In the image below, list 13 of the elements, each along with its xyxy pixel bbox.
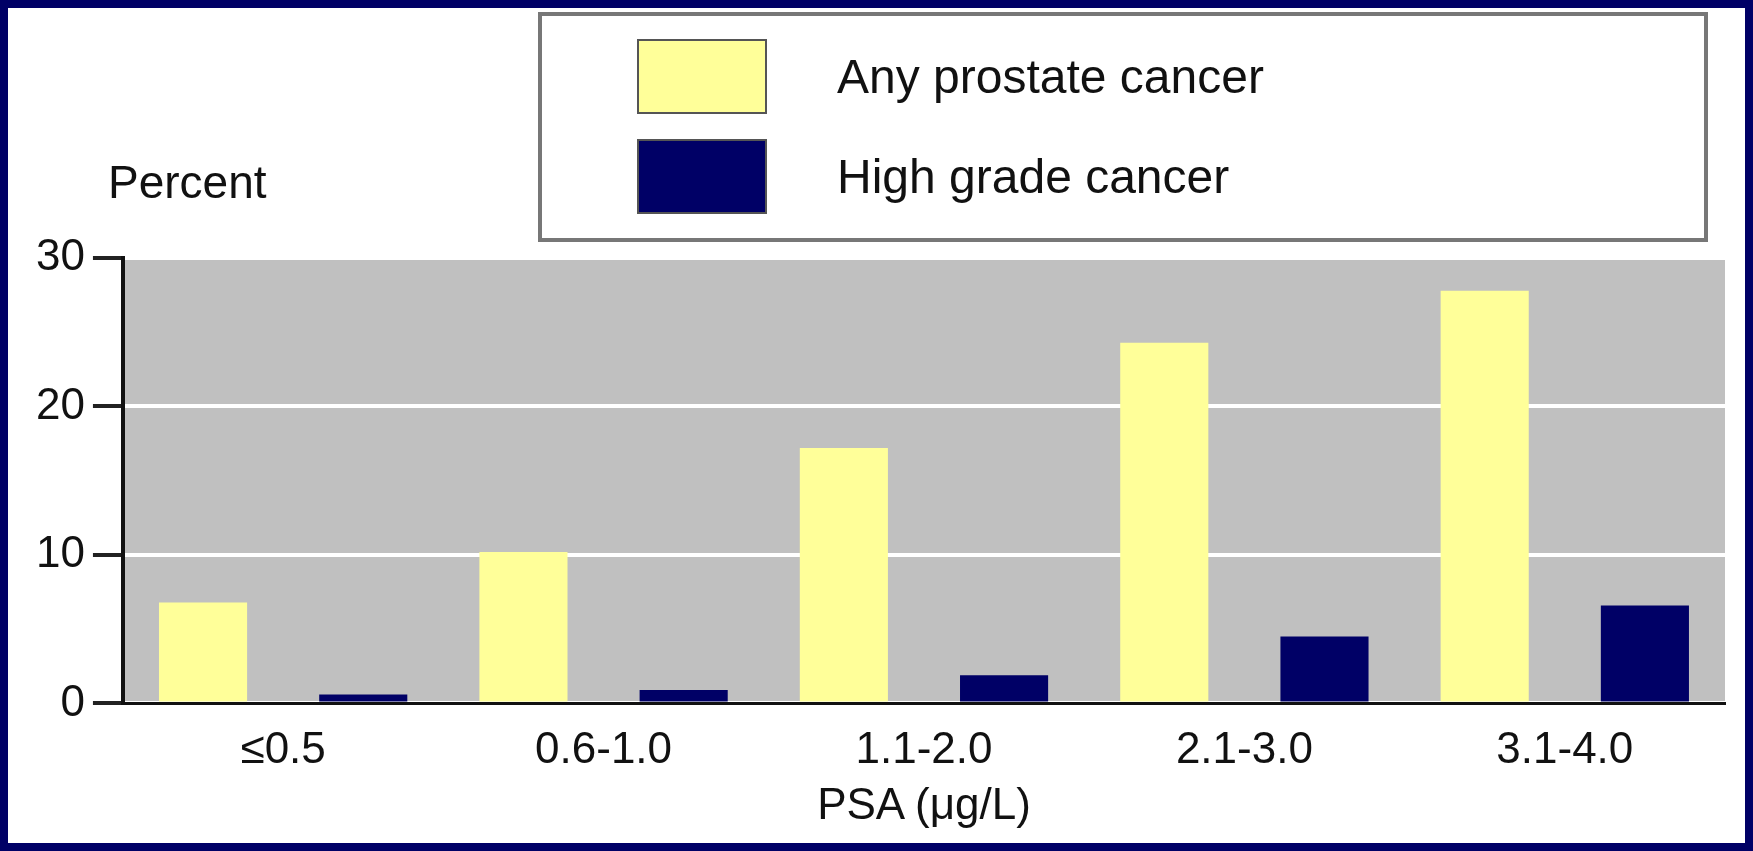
x-tick-label: 1.1-2.0 xyxy=(855,722,993,772)
y-axis-title: Percent xyxy=(108,155,267,208)
y-tick-label: 0 xyxy=(60,675,85,725)
legend-label: High grade cancer xyxy=(837,148,1230,204)
x-axis-title: PSA (μg/L) xyxy=(817,778,1031,828)
legend-label: Any prostate cancer xyxy=(837,48,1264,104)
y-tick-label: 30 xyxy=(35,230,85,280)
x-tick-label: 3.1-4.0 xyxy=(1496,722,1634,772)
x-tick-label: 2.1-3.0 xyxy=(1175,722,1313,772)
y-tick-label: 10 xyxy=(35,527,85,577)
x-tick-label: ≤0.5 xyxy=(240,722,326,772)
y-tick-label: 20 xyxy=(35,378,85,428)
x-tick-label: 0.6-1.0 xyxy=(535,722,673,772)
